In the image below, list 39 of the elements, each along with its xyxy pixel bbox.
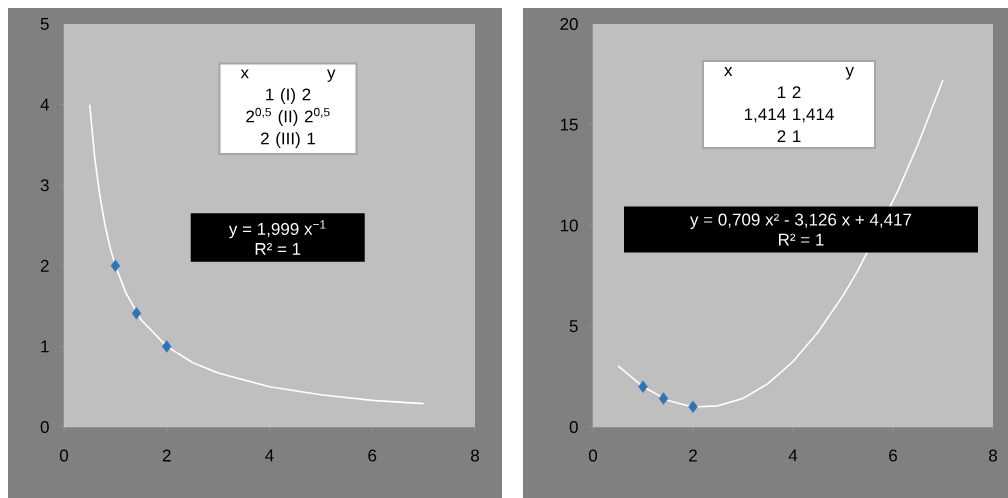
annotation: R² = 1 bbox=[255, 243, 301, 255]
annotation: x bbox=[240, 69, 249, 79]
x-tick-label: 8 bbox=[471, 449, 479, 462]
y-tick-label: 0 bbox=[569, 420, 578, 434]
annotation: 2 1 bbox=[777, 130, 801, 143]
annotation: y = 0,709 x² - 3,126 x + 4,417 bbox=[690, 213, 912, 229]
point bbox=[110, 259, 121, 272]
y-tick-label: 0 bbox=[40, 420, 49, 434]
y-tick-label: 5 bbox=[569, 320, 578, 333]
point bbox=[131, 307, 142, 320]
y-tick-label: 20 bbox=[560, 17, 578, 31]
x-tick-label: 4 bbox=[788, 449, 798, 462]
x-tick-label: 2 bbox=[162, 449, 171, 462]
annotation: 1,414 1,414 bbox=[744, 108, 834, 123]
y-tick-label: 5 bbox=[40, 18, 49, 30]
y-tick-label: 4 bbox=[40, 98, 49, 111]
y-tick-label: 10 bbox=[560, 219, 578, 232]
x-tick-label: 8 bbox=[989, 449, 997, 462]
annotation: 1 2 bbox=[778, 86, 801, 99]
x-tick-label: 0 bbox=[588, 449, 598, 462]
annotation: 2 (III) 1 bbox=[260, 132, 316, 148]
y-tick-label: 3 bbox=[40, 179, 49, 192]
annotation: y = 1,999 x$^{−1}$ bbox=[228, 220, 326, 239]
x-tick-label: 6 bbox=[889, 449, 897, 462]
annotation: 1 (I) 2 bbox=[266, 88, 311, 104]
x-tick-label: 4 bbox=[265, 449, 274, 462]
line-series bbox=[88, 103, 425, 405]
annotation: 2$^{0,5}$ (II) 2$^{0,5}$ bbox=[246, 107, 330, 126]
x-tick-label: 6 bbox=[368, 449, 377, 462]
annotation: y bbox=[327, 69, 336, 82]
annotation: y bbox=[845, 67, 854, 80]
y-tick-label: 1 bbox=[41, 340, 49, 353]
annotation: R² = 1 bbox=[779, 233, 824, 246]
annotation: x bbox=[724, 67, 733, 77]
point bbox=[162, 340, 172, 353]
y-tick-label: 15 bbox=[560, 118, 578, 131]
x-tick-label: 0 bbox=[59, 449, 69, 462]
y-tick-label: 2 bbox=[40, 259, 49, 272]
x-tick-label: 2 bbox=[689, 449, 697, 462]
